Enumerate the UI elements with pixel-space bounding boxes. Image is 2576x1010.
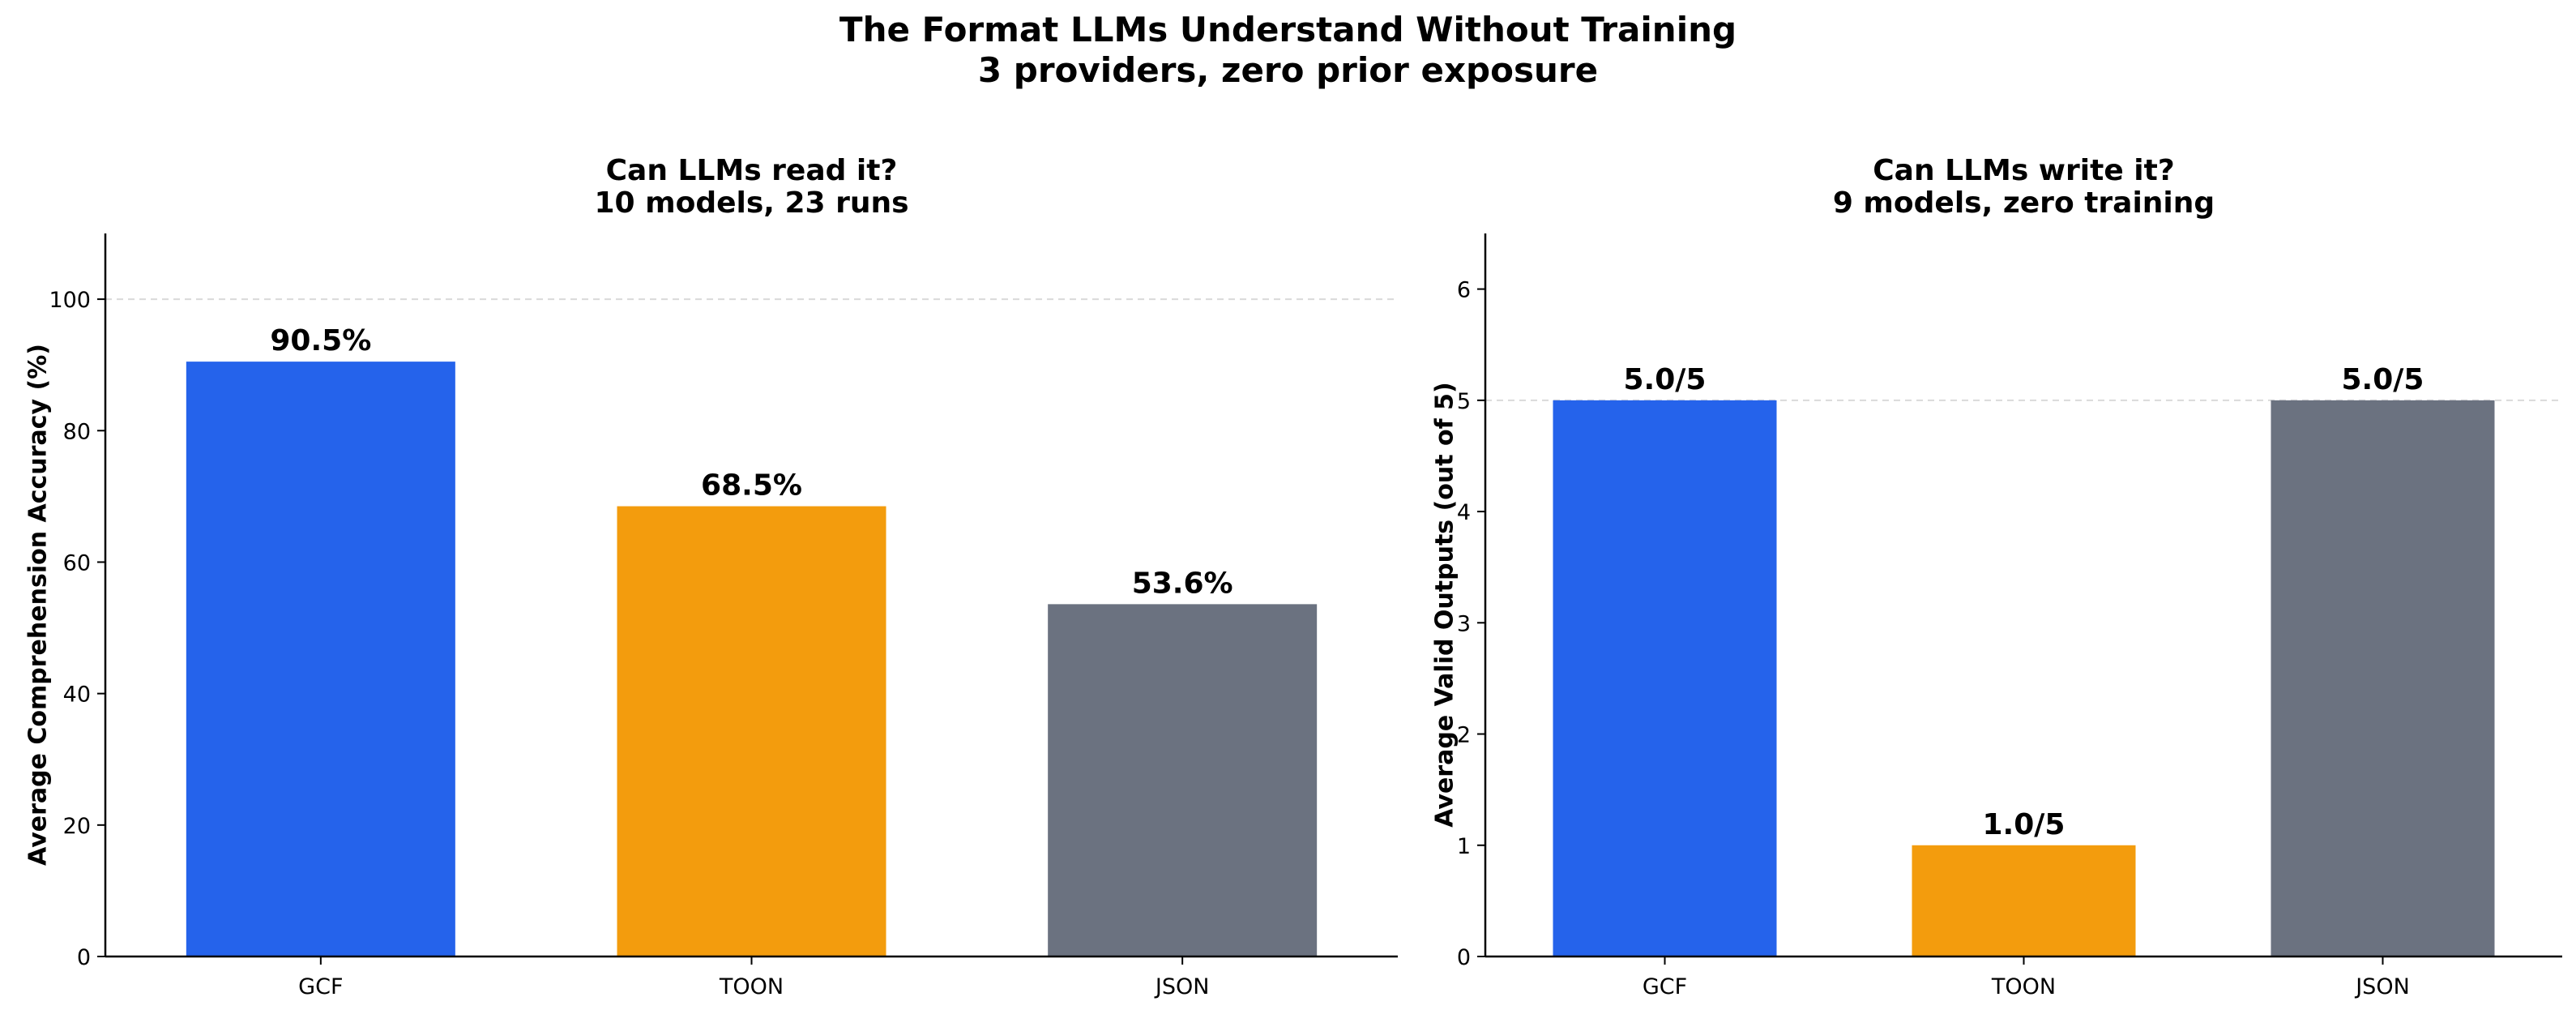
y-tick-label: 100 (49, 288, 91, 313)
chart-title: Can LLMs read it? (606, 154, 898, 187)
y-tick-label: 60 (63, 550, 91, 576)
bar-gcf (186, 362, 455, 957)
data-label-gcf: 90.5% (270, 324, 371, 357)
y-tick-label: 0 (77, 945, 91, 970)
x-tick-label: GCF (1643, 974, 1687, 999)
data-label-json: 5.0/5 (2342, 363, 2424, 396)
data-label-json: 53.6% (1132, 567, 1233, 600)
data-label-toon: 1.0/5 (1983, 808, 2065, 841)
y-axis-label: Average Valid Outputs (out of 5) (1431, 382, 1459, 828)
y-tick-label: 80 (63, 419, 91, 444)
y-tick-label: 20 (63, 814, 91, 839)
bar-json (2271, 400, 2495, 957)
bar-json (1048, 604, 1318, 957)
y-tick-label: 0 (1457, 945, 1471, 970)
y-tick-label: 6 (1457, 278, 1471, 303)
y-tick-label: 3 (1457, 611, 1471, 636)
y-tick-label: 2 (1457, 723, 1471, 748)
chart-subtitle: 10 models, 23 runs (594, 186, 908, 220)
bar-toon (1912, 845, 2136, 957)
chart-panel-2: Can LLMs write it?9 models, zero trainin… (1431, 154, 2562, 999)
y-tick-label: 4 (1457, 500, 1471, 525)
y-tick-label: 40 (63, 683, 91, 708)
x-tick-label: GCF (298, 974, 343, 999)
x-tick-label: TOON (1991, 974, 2056, 999)
data-label-gcf: 5.0/5 (1624, 363, 1707, 396)
y-tick-label: 5 (1457, 389, 1471, 414)
x-tick-label: JSON (2354, 974, 2410, 999)
y-axis-label: Average Comprehension Accuracy (%) (24, 344, 53, 866)
chart-title: Can LLMs write it? (1873, 154, 2174, 187)
y-tick-label: 1 (1457, 834, 1471, 859)
figure-title: The Format LLMs Understand Without Train… (839, 10, 1737, 49)
data-label-toon: 68.5% (701, 469, 802, 503)
figure-subtitle: 3 providers, zero prior exposure (977, 50, 1599, 90)
chart-panel-1: Can LLMs read it?10 models, 23 runs 90.5%… (24, 154, 1398, 999)
x-tick-label: TOON (719, 974, 784, 999)
chart-subtitle: 9 models, zero training (1833, 186, 2215, 220)
bar-toon (617, 506, 886, 957)
x-tick-label: JSON (1154, 974, 1210, 999)
bar-gcf (1553, 400, 1777, 957)
